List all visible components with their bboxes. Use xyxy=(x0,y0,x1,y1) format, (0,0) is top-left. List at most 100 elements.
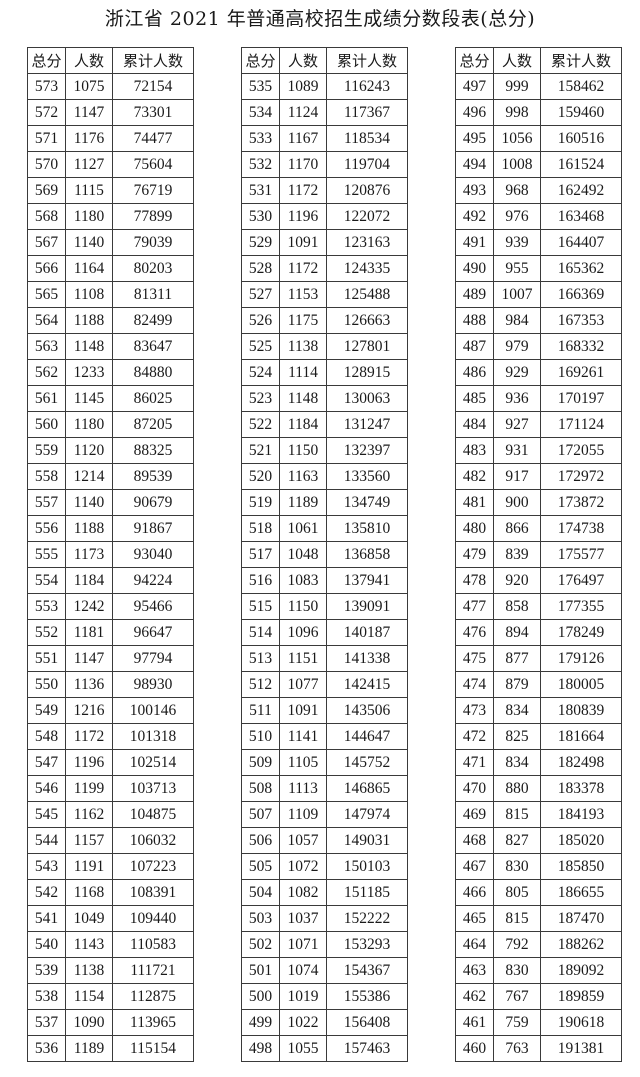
cumulative-cell: 115154 xyxy=(112,1035,194,1062)
cumulative-cell: 171124 xyxy=(540,411,622,438)
cumulative-cell: 101318 xyxy=(112,723,194,750)
score-cell: 470 xyxy=(455,775,494,802)
cumulative-cell: 167353 xyxy=(540,307,622,334)
cumulative-cell: 119704 xyxy=(326,151,408,178)
count-cell: 759 xyxy=(493,1009,541,1036)
cumulative-cell: 163468 xyxy=(540,203,622,230)
score-cell: 534 xyxy=(241,99,280,126)
cumulative-cell: 100146 xyxy=(112,697,194,724)
score-cell: 549 xyxy=(27,697,66,724)
cumulative-cell: 189859 xyxy=(540,983,622,1010)
table-row: 567 1140 79039 xyxy=(27,229,194,256)
cumulative-cell: 187470 xyxy=(540,905,622,932)
cumulative-cell: 131247 xyxy=(326,411,408,438)
score-cell: 532 xyxy=(241,151,280,178)
score-cell: 525 xyxy=(241,333,280,360)
count-cell: 900 xyxy=(493,489,541,516)
count-cell: 1188 xyxy=(65,307,113,334)
table-row: 475 877 179126 xyxy=(455,645,622,672)
count-cell: 767 xyxy=(493,983,541,1010)
header-score: 总分 xyxy=(27,47,66,74)
cumulative-cell: 137941 xyxy=(326,567,408,594)
score-cell: 495 xyxy=(455,125,494,152)
count-cell: 1154 xyxy=(65,983,113,1010)
score-cell: 498 xyxy=(241,1035,280,1062)
score-cell: 564 xyxy=(27,307,66,334)
score-cell: 508 xyxy=(241,775,280,802)
cumulative-cell: 93040 xyxy=(112,541,194,568)
count-cell: 955 xyxy=(493,255,541,282)
table-row: 518 1061 135810 xyxy=(241,515,408,542)
score-cell: 568 xyxy=(27,203,66,230)
cumulative-cell: 90679 xyxy=(112,489,194,516)
cumulative-cell: 191381 xyxy=(540,1035,622,1062)
cumulative-cell: 124335 xyxy=(326,255,408,282)
count-cell: 1140 xyxy=(65,229,113,256)
score-cell: 533 xyxy=(241,125,280,152)
table-row: 495 1056 160516 xyxy=(455,125,622,152)
cumulative-cell: 130063 xyxy=(326,385,408,412)
score-table-1: 总分 人数 累计人数 573 1075 72154 572 1147 73301 571 11… xyxy=(27,47,194,1062)
table-header-row: 总分 人数 累计人数 xyxy=(455,47,622,74)
table-row: 539 1138 111721 xyxy=(27,957,194,984)
table-header-row: 总分 人数 累计人数 xyxy=(27,47,194,74)
table-row: 560 1180 87205 xyxy=(27,411,194,438)
count-cell: 927 xyxy=(493,411,541,438)
table-row: 569 1115 76719 xyxy=(27,177,194,204)
cumulative-cell: 95466 xyxy=(112,593,194,620)
count-cell: 830 xyxy=(493,957,541,984)
table-row: 471 834 182498 xyxy=(455,749,622,776)
score-cell: 468 xyxy=(455,827,494,854)
table-row: 533 1167 118534 xyxy=(241,125,408,152)
count-cell: 1153 xyxy=(279,281,327,308)
score-cell: 473 xyxy=(455,697,494,724)
table-row: 519 1189 134749 xyxy=(241,489,408,516)
table-row: 524 1114 128915 xyxy=(241,359,408,386)
score-cell: 462 xyxy=(455,983,494,1010)
table-row: 466 805 186655 xyxy=(455,879,622,906)
score-cell: 550 xyxy=(27,671,66,698)
count-cell: 1189 xyxy=(279,489,327,516)
score-cell: 469 xyxy=(455,801,494,828)
count-cell: 1181 xyxy=(65,619,113,646)
cumulative-cell: 106032 xyxy=(112,827,194,854)
cumulative-cell: 113965 xyxy=(112,1009,194,1036)
score-cell: 502 xyxy=(241,931,280,958)
cumulative-cell: 91867 xyxy=(112,515,194,542)
table-row: 477 858 177355 xyxy=(455,593,622,620)
cumulative-cell: 179126 xyxy=(540,645,622,672)
count-cell: 839 xyxy=(493,541,541,568)
score-cell: 505 xyxy=(241,853,280,880)
cumulative-cell: 122072 xyxy=(326,203,408,230)
score-cell: 500 xyxy=(241,983,280,1010)
cumulative-cell: 83647 xyxy=(112,333,194,360)
score-cell: 488 xyxy=(455,307,494,334)
count-cell: 1180 xyxy=(65,411,113,438)
table-row: 546 1199 103713 xyxy=(27,775,194,802)
score-cell: 546 xyxy=(27,775,66,802)
score-cell: 542 xyxy=(27,879,66,906)
table-row: 514 1096 140187 xyxy=(241,619,408,646)
cumulative-cell: 184193 xyxy=(540,801,622,828)
score-cell: 503 xyxy=(241,905,280,932)
cumulative-cell: 144647 xyxy=(326,723,408,750)
score-cell: 513 xyxy=(241,645,280,672)
score-cell: 554 xyxy=(27,567,66,594)
count-cell: 917 xyxy=(493,463,541,490)
table-row: 485 936 170197 xyxy=(455,385,622,412)
table-row: 501 1074 154367 xyxy=(241,957,408,984)
table-row: 489 1007 166369 xyxy=(455,281,622,308)
count-cell: 877 xyxy=(493,645,541,672)
score-cell: 540 xyxy=(27,931,66,958)
cumulative-cell: 170197 xyxy=(540,385,622,412)
table-row: 564 1188 82499 xyxy=(27,307,194,334)
table-row: 480 866 174738 xyxy=(455,515,622,542)
cumulative-cell: 108391 xyxy=(112,879,194,906)
count-cell: 1163 xyxy=(279,463,327,490)
cumulative-cell: 77899 xyxy=(112,203,194,230)
cumulative-cell: 136858 xyxy=(326,541,408,568)
count-cell: 1090 xyxy=(65,1009,113,1036)
table-row: 464 792 188262 xyxy=(455,931,622,958)
count-cell: 763 xyxy=(493,1035,541,1062)
table-row: 510 1141 144647 xyxy=(241,723,408,750)
